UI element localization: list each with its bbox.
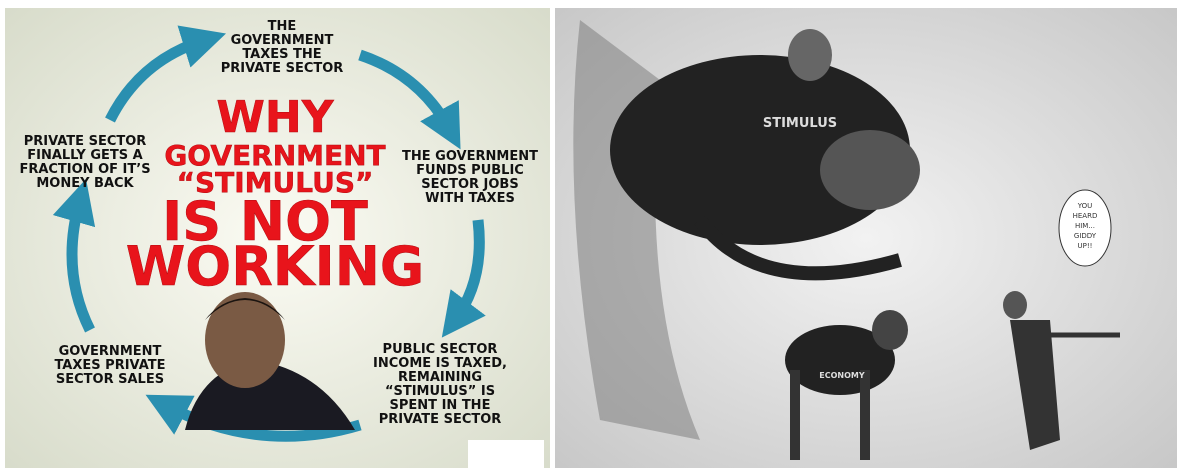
face bbox=[185, 292, 355, 430]
speech-text: GIDDY bbox=[1074, 232, 1097, 240]
cycle-arrows bbox=[52, 25, 486, 442]
speech-text: YOU bbox=[1077, 202, 1093, 210]
step-text: INCOME IS TAXED, bbox=[373, 356, 507, 371]
speech-text: HEARD bbox=[1073, 212, 1098, 220]
step-text: PRIVATE SECTOR bbox=[379, 412, 502, 427]
step-text: “STIMULUS” IS bbox=[385, 384, 495, 399]
title-line: WHY bbox=[216, 92, 334, 143]
cartoon bbox=[573, 20, 1120, 460]
step-text: SPENT IN THE bbox=[390, 398, 491, 413]
cartoon-label: STIMULUS bbox=[763, 116, 837, 131]
step-text: PRIVATE SECTOR bbox=[221, 61, 344, 76]
title-line: GOVERNMENT bbox=[164, 139, 385, 172]
step-text: FINALLY GETS A bbox=[27, 148, 143, 163]
step-text: GOVERNMENT bbox=[231, 33, 334, 48]
step-text: PRIVATE SECTOR bbox=[24, 134, 147, 149]
step-text: FUNDS PUBLIC bbox=[416, 163, 524, 178]
step-text: SECTOR JOBS bbox=[421, 177, 518, 192]
step-text: REMAINING bbox=[398, 370, 482, 385]
cartoon-label: ECONOMY bbox=[819, 371, 865, 380]
step-text: GOVERNMENT bbox=[59, 344, 162, 359]
step-text: TAXES PRIVATE bbox=[54, 358, 165, 373]
title-line: WORKING bbox=[126, 235, 425, 298]
speech-text: UP!! bbox=[1078, 242, 1093, 250]
step-text: THE bbox=[268, 19, 297, 34]
title-line: IS NOT bbox=[162, 190, 368, 253]
step-text: FRACTION OF IT’S bbox=[19, 162, 150, 177]
logo-box bbox=[468, 440, 544, 468]
step-text: WITH TAXES bbox=[425, 191, 515, 206]
title-line: “STIMULUS” bbox=[177, 166, 374, 199]
step-text: THE GOVERNMENT bbox=[402, 149, 538, 164]
step-text: PUBLIC SECTOR bbox=[383, 342, 498, 357]
step-text: SECTOR SALES bbox=[56, 372, 164, 387]
speech-text: HIM... bbox=[1075, 222, 1095, 230]
step-text: TAXES THE bbox=[242, 47, 321, 62]
step-text: MONEY BACK bbox=[36, 176, 134, 191]
